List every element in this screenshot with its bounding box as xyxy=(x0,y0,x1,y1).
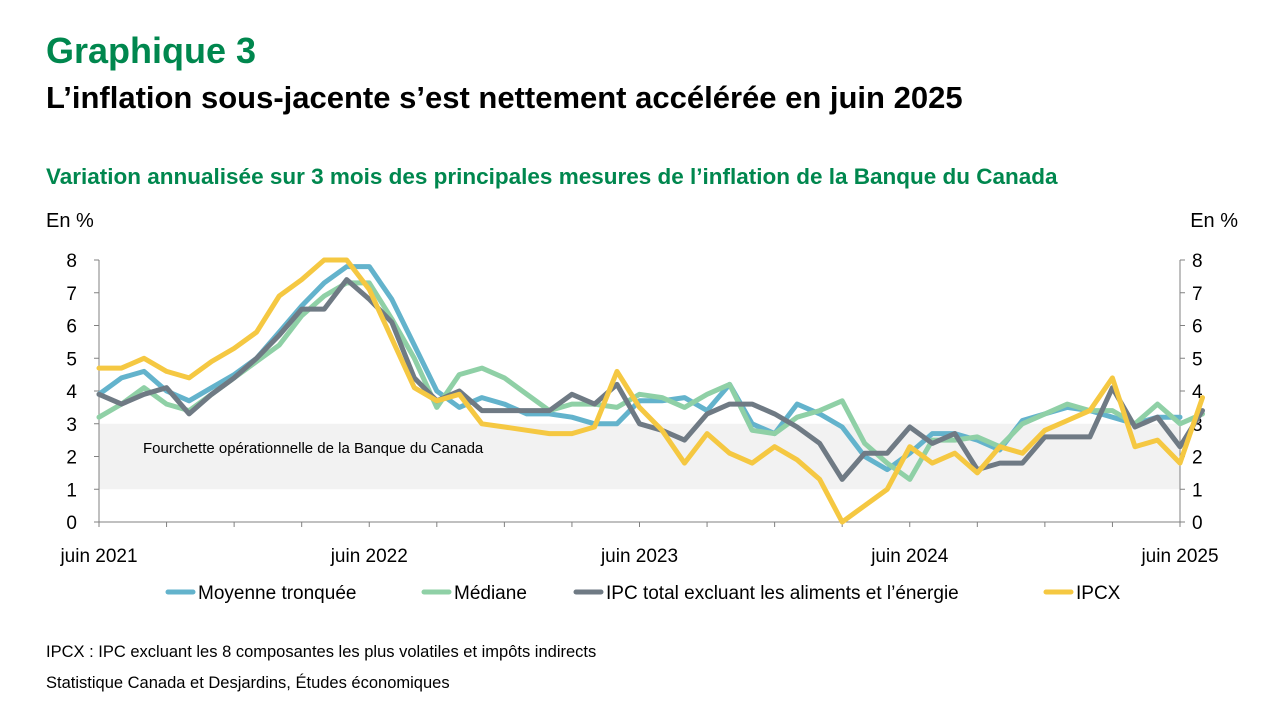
x-tick-label: juin 2021 xyxy=(59,546,137,567)
y-tick-label-right: 7 xyxy=(1192,284,1203,305)
y-tick-label-left: 6 xyxy=(66,317,77,338)
y-tick-label-left: 2 xyxy=(66,448,77,469)
line-chart: Fourchette opérationnelle de la Banque d… xyxy=(46,210,1238,604)
footnote: IPCX : IPC excluant les 8 composantes le… xyxy=(46,643,597,661)
chart-kicker: Graphique 3 xyxy=(46,30,257,71)
x-tick-label: juin 2022 xyxy=(330,546,408,567)
series-line-ipc-total xyxy=(96,277,1205,482)
source-note: Statistique Canada et Desjardins, Études… xyxy=(46,674,450,692)
legend-label: Médiane xyxy=(454,583,527,604)
legend: Moyenne tronquée Médiane IPC total excluan… xyxy=(165,583,1121,604)
x-tick-label: juin 2023 xyxy=(600,546,678,567)
legend-label: IPCX xyxy=(1076,583,1121,604)
y-tick-label-right: 6 xyxy=(1192,317,1203,338)
target-band-label: Fourchette opérationnelle de la Banque d… xyxy=(143,440,484,457)
x-tick-label: juin 2024 xyxy=(870,546,949,567)
y-tick-label-left: 1 xyxy=(66,480,77,501)
chart-title: L’inflation sous-jacente s’est nettement… xyxy=(46,80,963,115)
chart-subtitle: Variation annualisée sur 3 mois des prin… xyxy=(46,164,1058,189)
y-tick-label-right: 4 xyxy=(1192,382,1203,403)
y-tick-label-right: 2 xyxy=(1192,448,1203,469)
y-tick-label-right: 3 xyxy=(1192,415,1203,436)
legend-label: Moyenne tronquée xyxy=(198,583,356,604)
y-tick-label-right: 8 xyxy=(1192,251,1203,272)
y-tick-label-left: 3 xyxy=(66,415,77,436)
y-tick-label-left: 5 xyxy=(66,349,77,370)
y-tick-label-right: 0 xyxy=(1192,513,1203,534)
y-axis-label-right: En % xyxy=(1190,210,1238,232)
y-axis-label-left: En % xyxy=(46,210,94,232)
axes: 0 0 1 1 2 2 3 3 4 4 5 5 6 6 7 7 8 8 juin 2021 juin 2022 juin… xyxy=(59,251,1218,567)
series-lines xyxy=(96,257,1205,525)
series-line-mediane xyxy=(96,280,1205,482)
y-tick-label-left: 7 xyxy=(66,284,77,305)
y-tick-label-left: 0 xyxy=(66,513,77,534)
series-line-ipcx xyxy=(96,257,1205,525)
y-tick-label-right: 1 xyxy=(1192,480,1203,501)
y-tick-label-left: 8 xyxy=(66,251,77,272)
y-tick-label-left: 4 xyxy=(66,382,77,403)
legend-label: IPC total excluant les aliments et l’éne… xyxy=(606,583,959,604)
x-tick-label: juin 2025 xyxy=(1140,546,1218,567)
target-band xyxy=(99,423,1180,490)
y-tick-label-right: 5 xyxy=(1192,349,1203,370)
